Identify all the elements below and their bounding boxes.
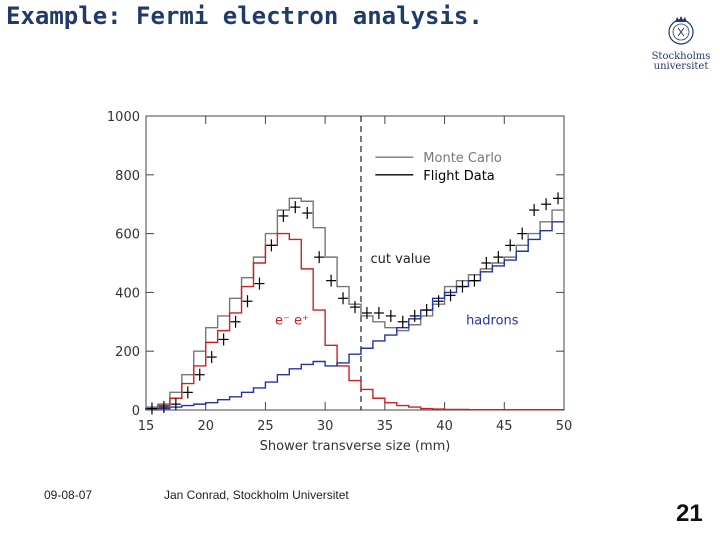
x-tick-label: 25	[257, 419, 274, 434]
x-tick-label: 40	[436, 419, 453, 434]
y-tick-label: 0	[132, 404, 140, 419]
x-tick-label: 15	[138, 419, 155, 434]
annotation-label: hadrons	[466, 314, 519, 329]
legend-label: Flight Data	[423, 169, 494, 184]
logo-line-2: universitet	[653, 61, 709, 72]
slide-title: Example: Fermi electron analysis.	[6, 2, 483, 30]
y-tick-label: 400	[115, 286, 140, 301]
logo-line-1: Stockholms	[651, 51, 711, 62]
annotation-label: cut value	[371, 252, 431, 267]
legend-label: Monte Carlo	[423, 151, 502, 166]
page-number: 21	[676, 500, 703, 527]
x-tick-label: 30	[317, 419, 334, 434]
footer-date: 09-08-07	[44, 488, 93, 502]
x-tick-label: 45	[496, 419, 513, 434]
footer-author: Jan Conrad, Stockholm Universitet	[164, 488, 349, 502]
y-tick-label: 1000	[107, 110, 140, 125]
x-tick-label: 20	[197, 419, 214, 434]
histogram-hadrons	[145, 221, 564, 410]
crown-emblem-icon	[668, 16, 694, 45]
histogram-e-e-	[145, 232, 564, 411]
y-tick-label: 800	[115, 169, 140, 184]
x-axis-label: Shower transverse size (mm)	[260, 439, 451, 454]
x-tick-label: 35	[377, 419, 394, 434]
plot-frame	[145, 115, 565, 411]
annotation-label: e⁻ e⁺	[275, 314, 309, 329]
y-tick-label: 600	[115, 228, 140, 243]
y-tick-label: 200	[115, 345, 140, 360]
university-logo: Stockholms universitet	[650, 14, 712, 72]
histogram-chart: 15 20 25 30 35 40 45 50 0 200 400 600 800 1000 Shower …	[107, 110, 573, 454]
x-tick-label: 50	[556, 419, 573, 434]
